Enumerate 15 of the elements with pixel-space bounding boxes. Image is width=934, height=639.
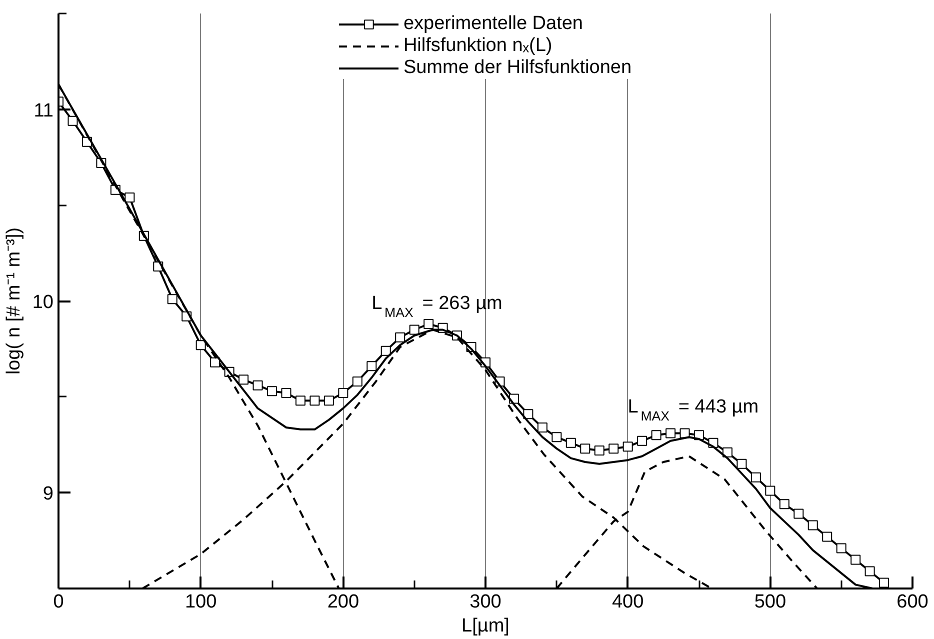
legend-label: Hilfsfunktion nₓ(L) xyxy=(403,35,552,57)
y-tick-label: 11 xyxy=(34,100,54,122)
x-axis-title: L[µm] xyxy=(462,616,510,636)
legend-label: Summe der Hilfsfunktionen xyxy=(403,57,632,79)
x-tick-label: 400 xyxy=(612,592,644,612)
x-tick-label: 0 xyxy=(53,592,64,612)
y-axis-title: log( n [# m⁻¹ m⁻³]) xyxy=(3,227,24,375)
x-tick-label: 500 xyxy=(754,592,786,612)
x-tick-label: 200 xyxy=(327,592,360,612)
y-tick-label: 10 xyxy=(32,292,54,313)
legend-label: experimentelle Daten xyxy=(403,13,583,35)
y-tick-label: 9 xyxy=(42,484,54,505)
x-tick-label: 100 xyxy=(184,592,217,612)
x-tick-label: 600 xyxy=(896,592,928,612)
x-tick-label: 300 xyxy=(470,592,502,612)
